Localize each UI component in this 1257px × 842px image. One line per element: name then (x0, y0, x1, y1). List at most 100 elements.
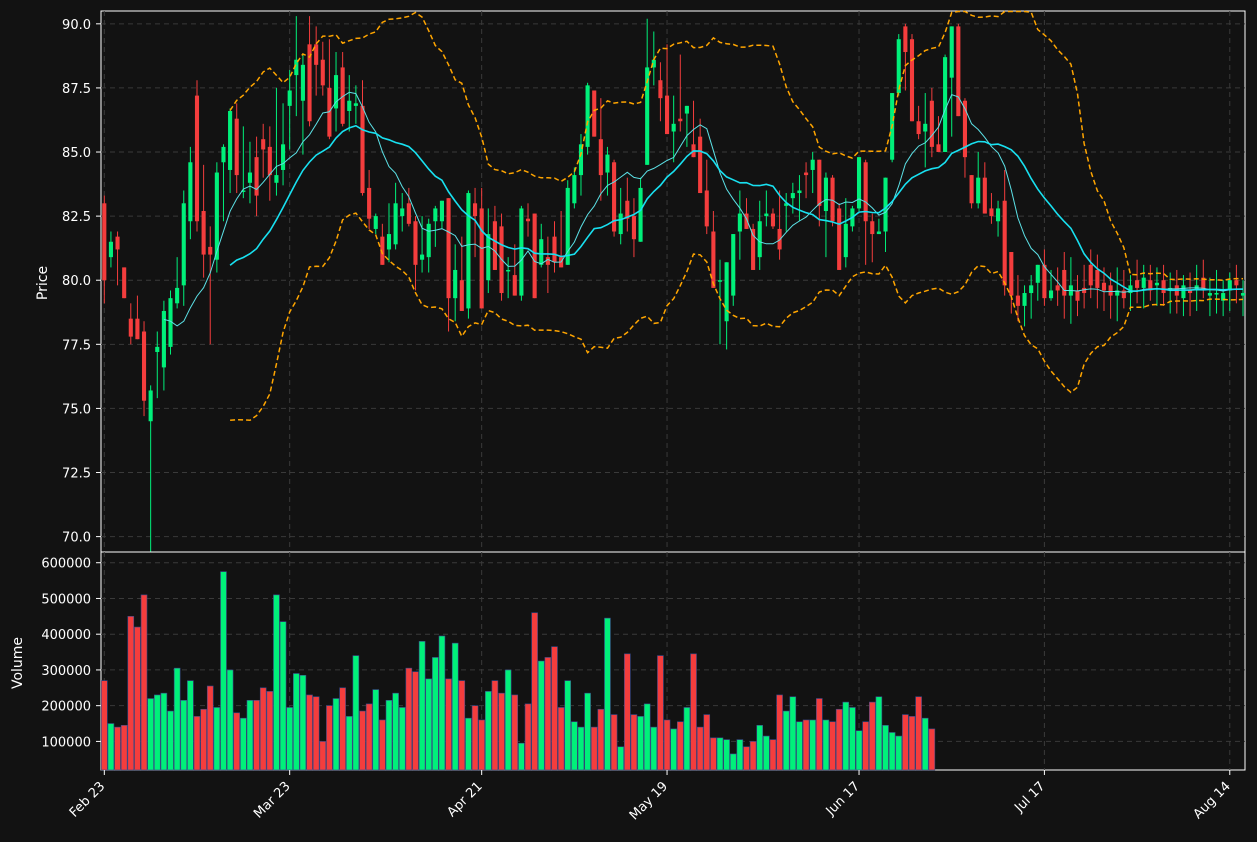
candle-body (168, 298, 173, 347)
candle-body (982, 177, 987, 214)
volume-bar (590, 726, 598, 771)
volume-bar (663, 719, 671, 771)
volume-y-tick-label: 400000 (41, 628, 91, 643)
candle-body (1022, 293, 1027, 306)
moving-average-10-line (163, 91, 1244, 327)
candle-body (545, 257, 550, 265)
candle-body (1042, 264, 1047, 299)
candle-body (638, 187, 643, 242)
candle-body (274, 175, 279, 183)
candle-body (115, 236, 120, 250)
volume-bar (445, 678, 452, 771)
volume-bar (312, 696, 320, 771)
candle-body (214, 172, 219, 260)
candle-body (698, 136, 703, 194)
candle-body (287, 90, 292, 106)
volume-bar (173, 667, 181, 771)
candle-body (1015, 295, 1020, 306)
volume-bar (610, 714, 618, 771)
price-y-tick-label: 80.0 (62, 274, 91, 289)
candle-body (1187, 290, 1193, 294)
volume-bar (829, 721, 836, 771)
candle-body (413, 221, 418, 265)
volume-bar (677, 721, 684, 771)
candle-body (400, 208, 405, 217)
candle-body (810, 159, 815, 170)
candle-body (784, 203, 789, 206)
candle-body (976, 177, 981, 204)
candle-body (1101, 282, 1107, 291)
candle-body (790, 193, 795, 199)
candle-body (1062, 269, 1067, 296)
candle-body (102, 203, 107, 281)
volume-panel: 100000 200000 300000 400000 500000 600000 (41, 551, 1246, 771)
candle-body (360, 105, 365, 194)
candle-body (883, 177, 888, 232)
volume-bar (485, 691, 492, 771)
volume-y-tick-label: 300000 (41, 664, 91, 679)
volume-bar (418, 641, 426, 771)
candle-body (188, 162, 193, 222)
candle-body (512, 275, 517, 296)
volume-bar (240, 717, 247, 771)
volume-bar (293, 673, 300, 771)
volume-bar (392, 692, 399, 771)
volume-bar (226, 669, 234, 771)
volume-bar (180, 700, 188, 771)
candle-body (1221, 293, 1226, 301)
volume-bar (107, 723, 115, 771)
candle-body (552, 236, 557, 263)
candle-body (1121, 290, 1126, 299)
volume-bar (147, 698, 154, 771)
price-y-tick-label: 70.0 (62, 531, 91, 546)
candle-body (506, 269, 511, 272)
candle-body (843, 223, 848, 258)
candle-body (1141, 277, 1146, 288)
candle-body (446, 198, 451, 299)
candle-body (1128, 285, 1133, 294)
volume-bar (379, 719, 386, 771)
volume-bar (571, 721, 578, 771)
candle-body (684, 105, 689, 114)
volume-y-tick-label: 100000 (41, 735, 91, 750)
lower-band-line (230, 212, 1244, 422)
candle-body (1055, 285, 1060, 291)
volume-bar (816, 698, 823, 771)
volume-bar (809, 719, 816, 771)
volume-bar (597, 708, 605, 771)
volume-bar (286, 707, 293, 771)
volume-bar (683, 707, 691, 771)
candle-body (539, 239, 544, 265)
candle-body (128, 318, 133, 337)
candle-body (1214, 293, 1219, 295)
volume-bar (504, 669, 512, 771)
candle-body (770, 213, 776, 227)
volume-y-axis-label: Volume (10, 637, 26, 689)
volume-bar (716, 737, 724, 771)
candle-body (1009, 252, 1014, 296)
volume-bar (326, 705, 333, 771)
candle-body (585, 85, 590, 147)
candle-body (949, 26, 954, 78)
candle-body (916, 121, 921, 135)
candle-body (870, 221, 875, 235)
volume-bar (193, 716, 201, 771)
volume-bar (471, 705, 479, 771)
candle-body (572, 175, 577, 204)
volume-bar (789, 696, 797, 771)
candle-body (837, 208, 842, 270)
candle-body (678, 118, 683, 122)
candle-body (943, 57, 948, 153)
candle-body (731, 234, 736, 296)
candle-body (373, 216, 378, 229)
volume-bar (451, 642, 459, 771)
candle-body (989, 208, 994, 217)
volume-bar (365, 703, 373, 771)
volume-bar (690, 653, 697, 771)
volume-bar (729, 753, 737, 771)
volume-bar (802, 719, 810, 771)
volume-bar (266, 691, 274, 771)
volume-bar (438, 635, 446, 771)
candle-body (314, 44, 319, 65)
candle-body (751, 228, 756, 270)
